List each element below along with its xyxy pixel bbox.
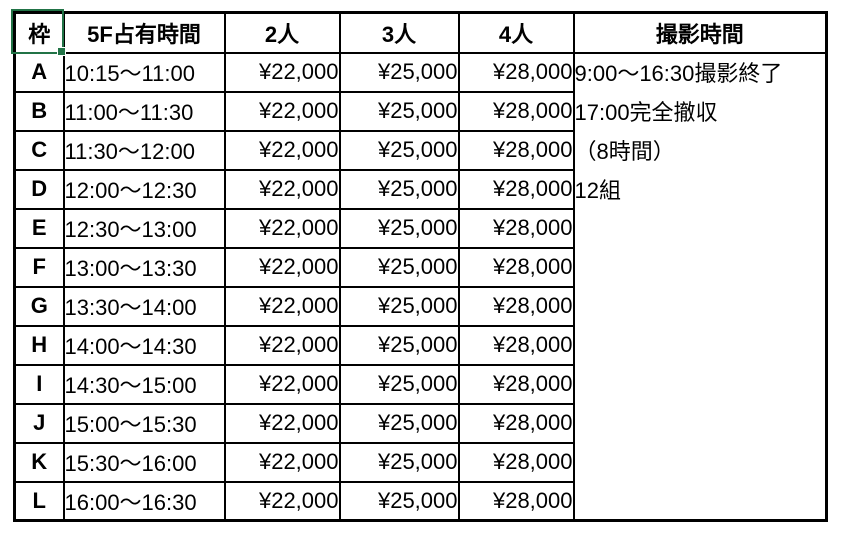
price-4person-cell[interactable]: ¥28,000 bbox=[457, 480, 575, 522]
time-cell[interactable]: 15:00～15:30 bbox=[62, 402, 226, 444]
time-cell[interactable]: 11:00～11:30 bbox=[62, 90, 226, 132]
time-cell[interactable]: 12:00～12:30 bbox=[62, 168, 226, 210]
price-2person-cell[interactable]: ¥22,000 bbox=[223, 246, 341, 288]
header-3person-cell[interactable]: 3人 bbox=[338, 11, 460, 54]
table-row: C 11:30～12:00 ¥22,000 ¥25,000 ¥28,000 bbox=[13, 129, 827, 171]
frame-cell[interactable]: G bbox=[13, 285, 65, 327]
price-2person-cell[interactable]: ¥22,000 bbox=[223, 90, 341, 132]
price-3person-cell[interactable]: ¥25,000 bbox=[338, 285, 460, 327]
price-3person-cell[interactable]: ¥25,000 bbox=[338, 51, 460, 93]
table-row: E 12:30～13:00 ¥22,000 ¥25,000 ¥28,000 bbox=[13, 207, 827, 249]
time-cell[interactable]: 16:00～16:30 bbox=[62, 480, 226, 522]
header-frame-cell[interactable]: 枠 bbox=[13, 11, 65, 54]
price-4person-cell[interactable]: ¥28,000 bbox=[457, 207, 575, 249]
time-cell[interactable]: 12:30～13:00 bbox=[62, 207, 226, 249]
price-4person-cell[interactable]: ¥28,000 bbox=[457, 51, 575, 93]
frame-cell[interactable]: D bbox=[13, 168, 65, 210]
frame-cell[interactable]: A bbox=[13, 51, 65, 93]
table-row: J 15:00～15:30 ¥22,000 ¥25,000 ¥28,000 bbox=[13, 402, 827, 444]
price-4person-cell[interactable]: ¥28,000 bbox=[457, 285, 575, 327]
price-4person-cell[interactable]: ¥28,000 bbox=[457, 324, 575, 366]
price-4person-cell[interactable]: ¥28,000 bbox=[457, 441, 575, 483]
price-2person-cell[interactable]: ¥22,000 bbox=[223, 129, 341, 171]
frame-cell[interactable]: J bbox=[13, 402, 65, 444]
price-2person-cell[interactable]: ¥22,000 bbox=[223, 285, 341, 327]
price-3person-cell[interactable]: ¥25,000 bbox=[338, 480, 460, 522]
time-cell[interactable]: 14:30～15:00 bbox=[62, 363, 226, 405]
price-2person-cell[interactable]: ¥22,000 bbox=[223, 363, 341, 405]
table-row: B 11:00～11:30 ¥22,000 ¥25,000 ¥28,000 bbox=[13, 90, 827, 132]
price-4person-cell[interactable]: ¥28,000 bbox=[457, 129, 575, 171]
price-2person-cell[interactable]: ¥22,000 bbox=[223, 168, 341, 210]
note-line: 9:00～16:30撮影終了 bbox=[574, 60, 783, 86]
frame-cell[interactable]: F bbox=[13, 246, 65, 288]
frame-cell[interactable]: B bbox=[13, 90, 65, 132]
price-3person-cell[interactable]: ¥25,000 bbox=[338, 90, 460, 132]
table-row: I 14:30～15:00 ¥22,000 ¥25,000 ¥28,000 bbox=[13, 363, 827, 405]
price-2person-cell[interactable]: ¥22,000 bbox=[223, 324, 341, 366]
price-3person-cell[interactable]: ¥25,000 bbox=[338, 246, 460, 288]
price-4person-cell[interactable]: ¥28,000 bbox=[457, 363, 575, 405]
price-4person-cell[interactable]: ¥28,000 bbox=[457, 402, 575, 444]
frame-cell[interactable]: I bbox=[13, 363, 65, 405]
frame-cell[interactable]: K bbox=[13, 441, 65, 483]
table-row: D 12:00～12:30 ¥22,000 ¥25,000 ¥28,000 bbox=[13, 168, 827, 210]
header-4person-cell[interactable]: 4人 bbox=[457, 11, 575, 54]
header-shooting-time-cell[interactable]: 撮影時間 bbox=[572, 11, 828, 54]
table-row: G 13:30～14:00 ¥22,000 ¥25,000 ¥28,000 bbox=[13, 285, 827, 327]
frame-cell[interactable]: L bbox=[13, 480, 65, 522]
time-cell[interactable]: 11:30～12:00 bbox=[62, 129, 226, 171]
header-2person-cell[interactable]: 2人 bbox=[223, 11, 341, 54]
table-row: L 16:00～16:30 ¥22,000 ¥25,000 ¥28,000 bbox=[13, 480, 827, 522]
price-4person-cell[interactable]: ¥28,000 bbox=[457, 168, 575, 210]
table-row: F 13:00～13:30 ¥22,000 ¥25,000 ¥28,000 bbox=[13, 246, 827, 288]
header-time-cell[interactable]: 5F占有時間 bbox=[62, 11, 226, 54]
time-cell[interactable]: 13:00～13:30 bbox=[62, 246, 226, 288]
frame-cell[interactable]: E bbox=[13, 207, 65, 249]
price-3person-cell[interactable]: ¥25,000 bbox=[338, 168, 460, 210]
price-table: 枠 5F占有時間 2人 3人 4人 撮影時間 A 10:15～11:00 ¥22… bbox=[13, 11, 828, 522]
price-4person-cell[interactable]: ¥28,000 bbox=[457, 90, 575, 132]
price-2person-cell[interactable]: ¥22,000 bbox=[223, 480, 341, 522]
note-line: （8時間） bbox=[574, 138, 675, 164]
price-3person-cell[interactable]: ¥25,000 bbox=[338, 129, 460, 171]
table-row: K 15:30～16:00 ¥22,000 ¥25,000 ¥28,000 bbox=[13, 441, 827, 483]
frame-cell[interactable]: H bbox=[13, 324, 65, 366]
table-row: A 10:15～11:00 ¥22,000 ¥25,000 ¥28,000 9:… bbox=[13, 51, 828, 522]
price-4person-cell[interactable]: ¥28,000 bbox=[457, 246, 575, 288]
price-3person-cell[interactable]: ¥25,000 bbox=[338, 402, 460, 444]
price-3person-cell[interactable]: ¥25,000 bbox=[338, 207, 460, 249]
price-3person-cell[interactable]: ¥25,000 bbox=[338, 441, 460, 483]
time-cell[interactable]: 10:15～11:00 bbox=[62, 51, 226, 93]
price-3person-cell[interactable]: ¥25,000 bbox=[338, 324, 460, 366]
price-3person-cell[interactable]: ¥25,000 bbox=[338, 363, 460, 405]
price-2person-cell[interactable]: ¥22,000 bbox=[223, 441, 341, 483]
note-line: 12組 bbox=[574, 177, 621, 203]
time-cell[interactable]: 13:30～14:00 bbox=[62, 285, 226, 327]
time-cell[interactable]: 15:30～16:00 bbox=[62, 441, 226, 483]
price-2person-cell[interactable]: ¥22,000 bbox=[223, 51, 341, 93]
shooting-time-notes-cell[interactable]: 9:00～16:30撮影終了 17:00完全撤収 （8時間） 12組 bbox=[572, 51, 828, 522]
table-row: H 14:00～14:30 ¥22,000 ¥25,000 ¥28,000 bbox=[13, 324, 827, 366]
price-2person-cell[interactable]: ¥22,000 bbox=[223, 207, 341, 249]
fill-handle[interactable] bbox=[57, 47, 66, 56]
frame-cell[interactable]: C bbox=[13, 129, 65, 171]
time-cell[interactable]: 14:00～14:30 bbox=[62, 324, 226, 366]
price-2person-cell[interactable]: ¥22,000 bbox=[223, 402, 341, 444]
table-header-row: 枠 5F占有時間 2人 3人 4人 撮影時間 bbox=[13, 11, 828, 54]
note-line: 17:00完全撤収 bbox=[574, 99, 718, 125]
